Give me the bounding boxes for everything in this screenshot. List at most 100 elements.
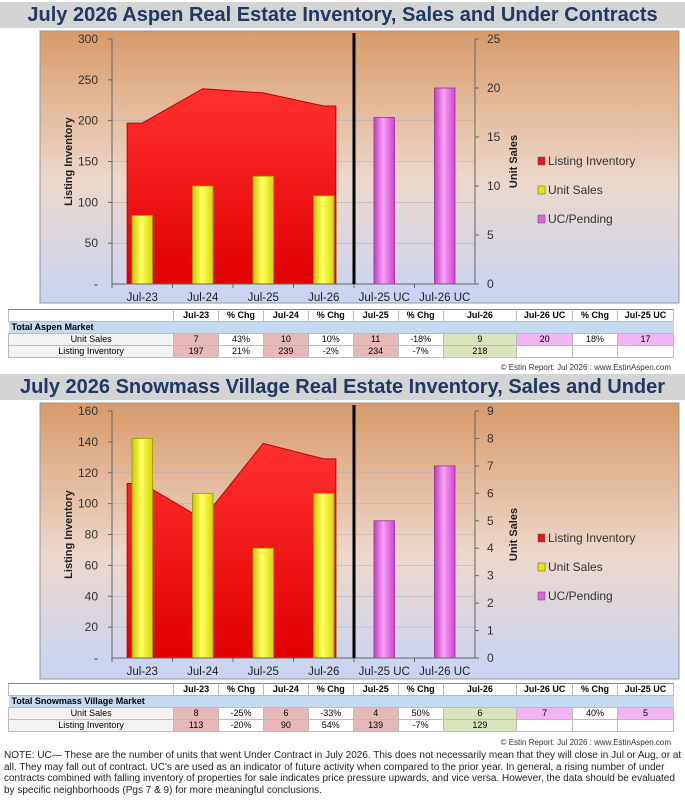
table-cell — [572, 345, 618, 358]
uc-pending-bar — [434, 87, 456, 285]
table-cell: 197 — [173, 345, 220, 358]
y-axis-title: Listing Inventory — [63, 489, 75, 579]
y2-tick-label: 6 — [487, 486, 494, 500]
unit-sales-bar — [131, 438, 153, 659]
y-axis-title: Listing Inventory — [63, 116, 75, 206]
y2-tick-label: 0 — [487, 651, 494, 665]
table-cell: Listing Inventory — [7, 345, 175, 358]
y-tick-label: 200 — [78, 114, 98, 128]
y2-axis-title: Unit Sales — [508, 135, 520, 188]
table-header: % Chg — [307, 683, 354, 696]
table-header: Jul-26 — [442, 683, 518, 696]
table-cell: -33% — [307, 707, 354, 720]
table-header: % Chg — [307, 309, 354, 322]
table-row: Listing Inventory 197 21% 239 -2% 234 -7% 218 — [7, 345, 674, 358]
y2-tick-label: 5 — [487, 228, 494, 242]
table-header: % Chg — [218, 683, 264, 696]
copyright-aspen: © Estin Report: Jul 2026 : www.EstinAspe… — [500, 363, 671, 372]
y2-tick-label: 25 — [487, 32, 501, 46]
unit-sales-bar — [252, 547, 274, 659]
table-header: Jul-25 UC — [617, 309, 674, 322]
table-cell: 218 — [442, 345, 518, 358]
table-cell: 7 — [516, 707, 574, 720]
table-cell: Unit Sales — [7, 333, 175, 346]
legend-swatch — [537, 533, 546, 543]
x-tick-label: Jul-24 — [187, 292, 219, 304]
legend-swatch — [537, 591, 546, 601]
y2-tick-label: 5 — [487, 514, 494, 528]
x-tick-label: Jul-24 — [187, 666, 219, 678]
table-row: Unit Sales 8 -25% 6 -33% 4 50% 6 7 40% 5 — [7, 707, 674, 720]
aspen-chart-svg: - 50 100 150 200 250 300 0 5 10 15 20 25 Jul-23 Jul-24… — [39, 30, 680, 304]
section-label: Total Aspen Market — [8, 321, 674, 334]
table-cell: 54% — [307, 719, 354, 732]
table-cell: 113 — [173, 719, 220, 732]
table-header: % Chg — [397, 309, 444, 322]
x-tick-label: Jul-25 UC — [359, 666, 410, 678]
table-cell: 43% — [218, 333, 264, 346]
table-cell: 6 — [442, 707, 518, 720]
chart-title-aspen: July 2026 Aspen Real Estate Inventory, S… — [0, 2, 685, 28]
unit-sales-bar — [131, 214, 153, 285]
table-cell: 234 — [352, 345, 399, 358]
y-tick-label: 50 — [85, 236, 99, 250]
y2-tick-label: 0 — [487, 277, 494, 291]
legend-label: UC/Pending — [548, 212, 613, 226]
table-cell — [617, 719, 674, 732]
table-header: Jul-26 — [442, 309, 518, 322]
y-tick-label: 100 — [78, 195, 98, 209]
table-header: Jul-23 — [173, 683, 220, 696]
legend-swatch — [537, 156, 546, 166]
chart-title-snowmass: July 2026 Snowmass Village Real Estate I… — [0, 374, 685, 424]
y-tick-label: 80 — [85, 528, 99, 542]
x-tick-label: Jul-26 — [308, 292, 339, 304]
y2-axis-title: Unit Sales — [508, 508, 520, 561]
table-cell: Unit Sales — [7, 707, 175, 720]
table-cell: 17 — [617, 333, 674, 346]
legend-label: Listing Inventory — [548, 154, 635, 168]
table-cell — [572, 719, 618, 732]
y2-tick-label: 15 — [487, 130, 501, 144]
y-tick-label: 100 — [78, 497, 98, 511]
uc-pending-bar — [434, 465, 456, 659]
x-tick-label: Jul-23 — [127, 666, 158, 678]
table-header: Jul-25 — [352, 683, 399, 696]
y2-tick-label: 8 — [487, 431, 494, 445]
x-tick-label: Jul-26 — [308, 666, 339, 678]
table-cell: 4 — [352, 707, 399, 720]
x-tick-label: Jul-25 UC — [359, 292, 410, 304]
x-tick-label: Jul-26 UC — [419, 292, 470, 304]
x-tick-label: Jul-25 — [248, 666, 279, 678]
table-header: % Chg — [572, 683, 618, 696]
y2-tick-label: 20 — [487, 81, 501, 95]
x-tick-label: Jul-25 — [248, 292, 279, 304]
y2-tick-label: 10 — [487, 179, 501, 193]
inventory-area — [126, 88, 337, 285]
table-cell: 20 — [516, 333, 574, 346]
x-tick-label: Jul-23 — [127, 292, 158, 304]
table-cell: 40% — [572, 707, 618, 720]
y2-tick-label: 1 — [487, 624, 494, 638]
uc-pending-bar — [373, 520, 395, 659]
table-cell — [617, 345, 674, 358]
chart-snowmass: - 20 40 60 80 100 120 140 160 0 1 2 3 4 5 6 7 8 9 Jul-23 Jul… — [0, 401, 685, 683]
table-cell: 11 — [352, 333, 399, 346]
table-header: Jul-25 — [352, 309, 399, 322]
table-header: Jul-23 — [173, 309, 220, 322]
table-cell: 5 — [617, 707, 674, 720]
y2-tick-label: 4 — [487, 541, 494, 555]
table-header: % Chg — [572, 309, 618, 322]
table-header: Jul-24 — [262, 309, 309, 322]
y-tick-label: - — [94, 651, 98, 665]
legend-swatch — [537, 185, 546, 195]
legend-swatch — [537, 214, 546, 224]
table-cell — [516, 345, 574, 358]
unit-sales-bar — [252, 175, 274, 285]
y-tick-label: 250 — [78, 73, 98, 87]
table-header: % Chg — [397, 683, 444, 696]
table-cell: 10 — [262, 333, 309, 346]
table-cell: Listing Inventory — [7, 719, 175, 732]
legend-label: Unit Sales — [548, 560, 603, 574]
table-cell: -7% — [397, 345, 444, 358]
table-row: Listing Inventory 113 -20% 90 54% 139 -7% 129 — [7, 719, 674, 732]
